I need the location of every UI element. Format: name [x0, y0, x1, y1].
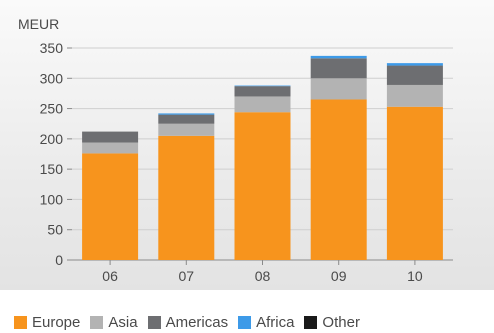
legend-swatch: [304, 315, 318, 329]
bar-segment-africa: [310, 55, 367, 59]
y-tick-label: 0: [55, 252, 63, 268]
chart-panel: MEUR 0 50 100 150 200 250 300 350 06 07 08 09 10: [0, 0, 494, 290]
x-tick-label: 07: [179, 268, 195, 284]
legend-item-asia: Asia: [90, 313, 138, 331]
y-tick-label: 50: [47, 222, 63, 238]
legend-swatch: [90, 315, 104, 329]
bar-segment-asia: [158, 123, 215, 136]
y-tick-label: 150: [40, 161, 64, 177]
legend-item-americas: Americas: [147, 313, 229, 331]
x-tick-label: 06: [102, 268, 118, 284]
legend-swatch: [14, 315, 27, 329]
y-tick-label: 350: [40, 40, 64, 56]
y-tick-label: 250: [40, 101, 64, 117]
bar-segment-americas: [234, 86, 291, 97]
bar-segment-americas: [158, 114, 215, 124]
axes: 0 50 100 150 200 250 300 350 06 07 08 09 10: [40, 40, 423, 284]
legend-label: Africa: [256, 313, 295, 331]
bar-segment-europe: [386, 106, 443, 260]
bar-segment-africa: [158, 113, 215, 115]
legend-swatch: [238, 315, 252, 329]
bar-segment-americas: [310, 58, 367, 79]
y-tick-label: 200: [40, 131, 64, 147]
bar-segment-europe: [82, 153, 139, 260]
y-tick-label: 100: [40, 191, 64, 207]
y-axis-label: MEUR: [18, 16, 59, 32]
legend-label: Asia: [108, 313, 138, 331]
legend: Europe Asia Americas Africa Other: [14, 312, 360, 332]
bar-segment-americas: [82, 131, 139, 143]
x-tick-label: 10: [407, 268, 423, 284]
legend-label: Europe: [32, 313, 81, 331]
bar-segment-asia: [82, 142, 139, 154]
legend-item-europe: Europe: [14, 314, 80, 331]
bar-segment-europe: [310, 99, 367, 260]
bar-segment-africa: [386, 63, 443, 66]
x-tick-label: 09: [331, 268, 347, 284]
bar-segment-asia: [234, 96, 291, 113]
x-tick-label: 08: [255, 268, 271, 284]
bars: [82, 55, 443, 260]
bar-segment-europe: [234, 112, 291, 260]
legend-item-other: Other: [304, 314, 360, 331]
legend-swatch: [147, 315, 161, 329]
y-tick-label: 300: [40, 70, 64, 86]
bar-segment-africa: [234, 85, 291, 87]
legend-item-africa: Africa: [238, 314, 294, 331]
bar-segment-americas: [386, 65, 443, 85]
bar-segment-asia: [386, 84, 443, 107]
stacked-bar-chart: MEUR 0 50 100 150 200 250 300 350 06 07 08 09 10: [18, 16, 453, 284]
legend-label: Americas: [165, 313, 229, 331]
bar-segment-asia: [310, 78, 367, 100]
legend-label: Other: [322, 313, 360, 331]
bar-segment-europe: [158, 135, 215, 260]
